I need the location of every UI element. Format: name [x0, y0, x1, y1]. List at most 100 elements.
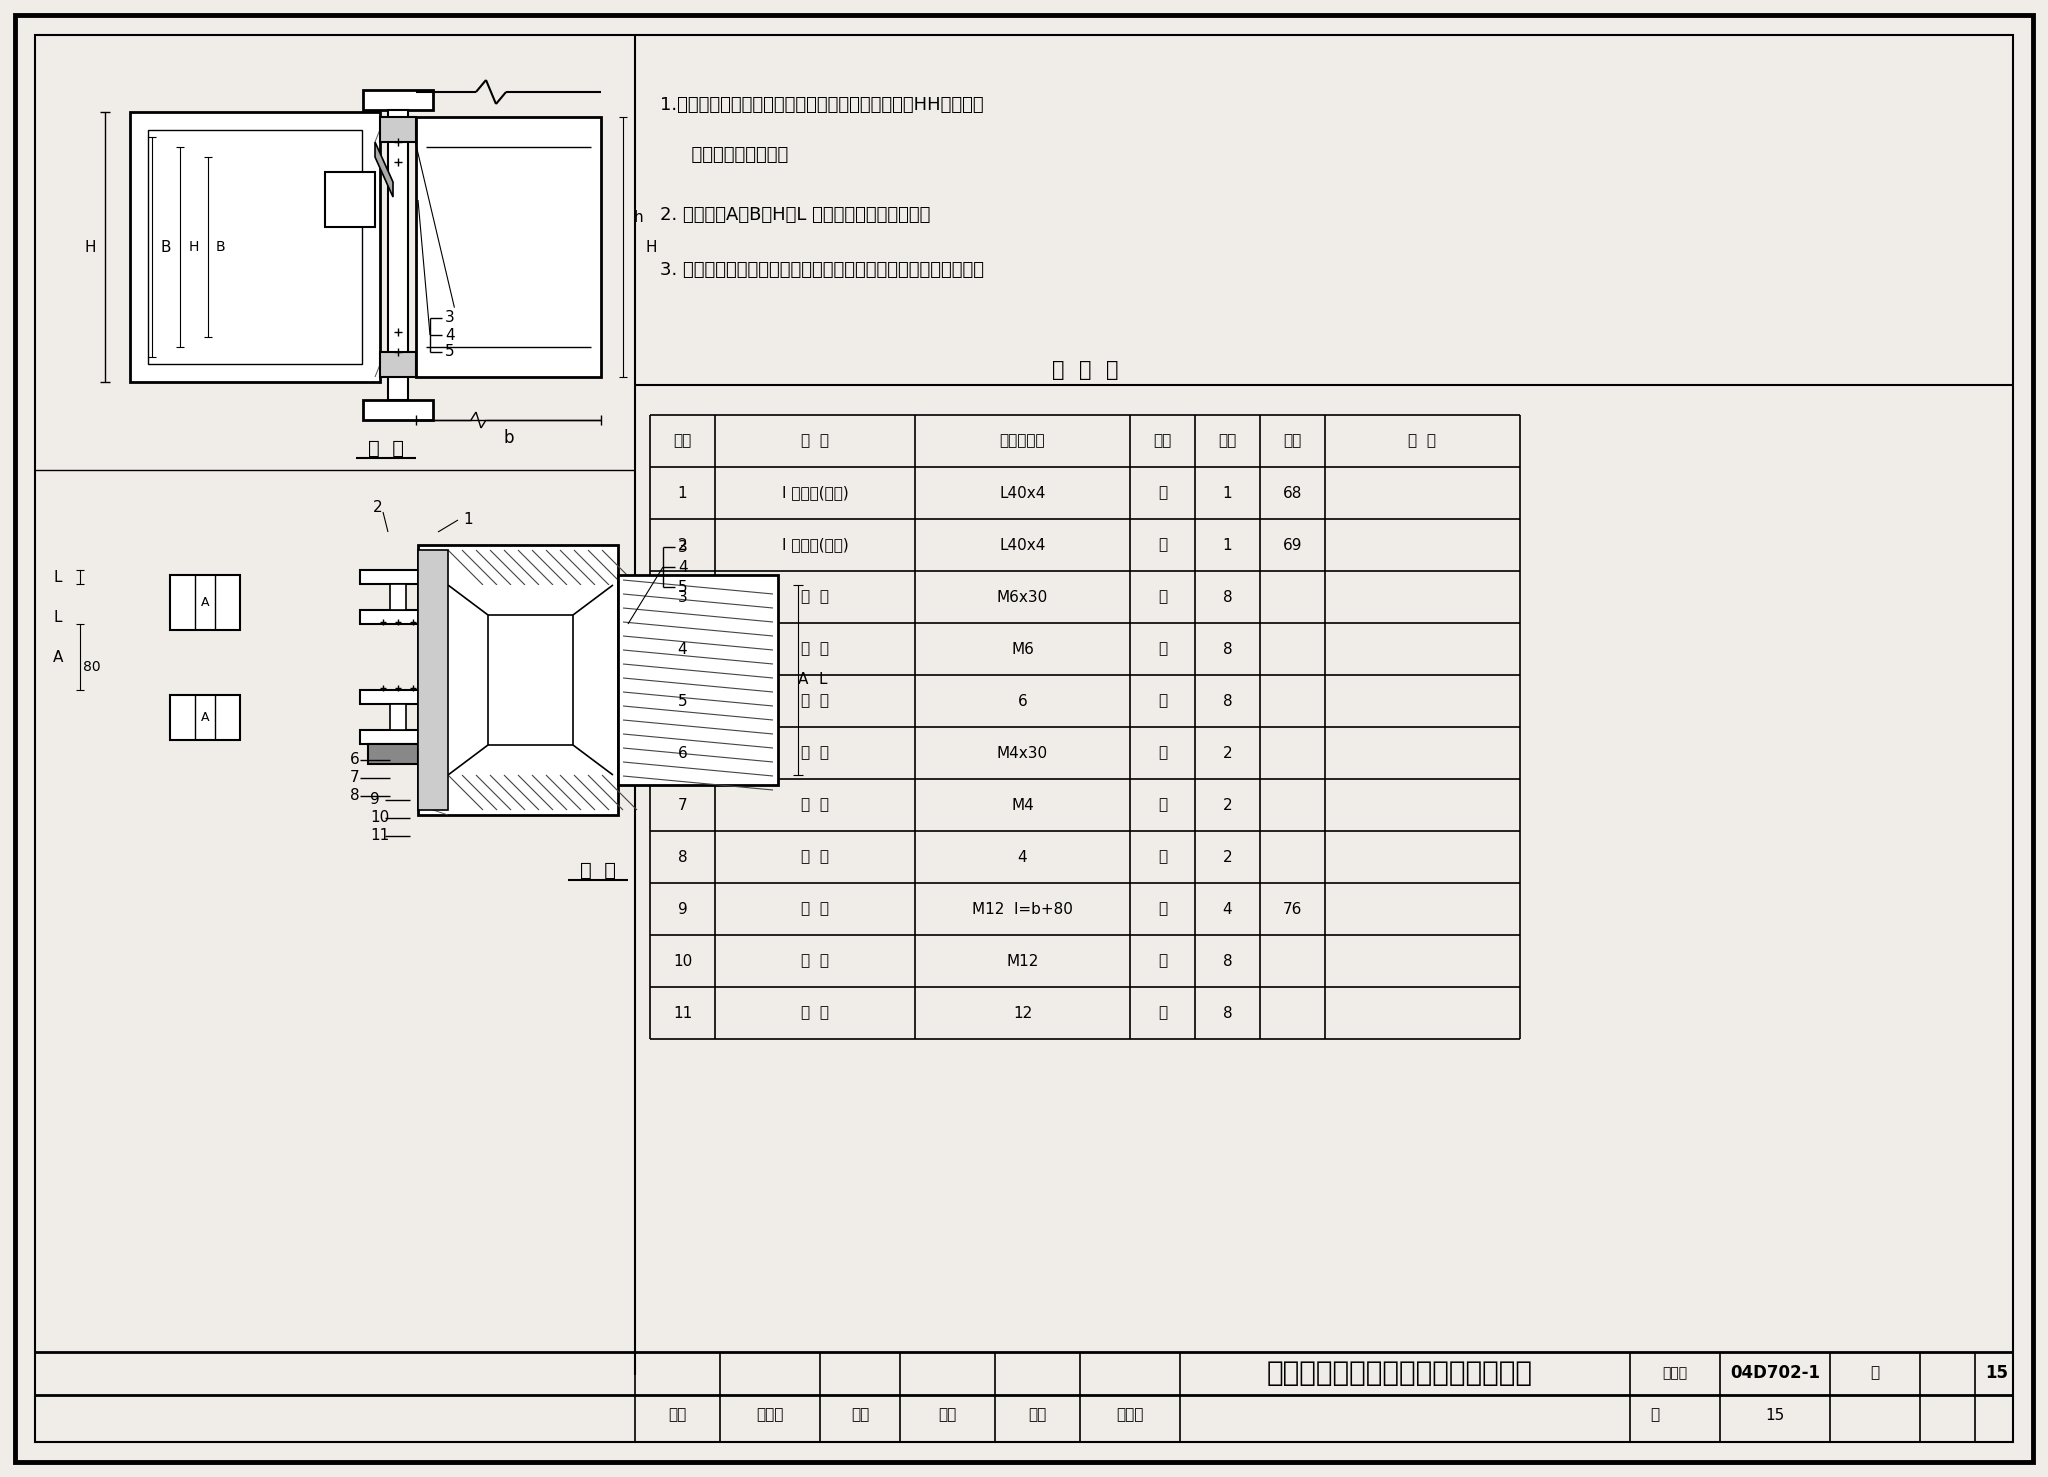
- Text: 1: 1: [1223, 538, 1233, 552]
- Bar: [326, 171, 375, 227]
- Bar: [389, 583, 406, 610]
- Text: 6: 6: [1018, 694, 1028, 709]
- Text: 8: 8: [1223, 641, 1233, 656]
- Bar: [362, 90, 432, 109]
- Text: 螺  栅: 螺 栅: [801, 589, 829, 604]
- Text: 笼著: 笼著: [938, 1408, 956, 1422]
- Text: 页: 页: [1651, 1408, 1659, 1422]
- Text: 螺  栅: 螺 栅: [801, 901, 829, 917]
- Bar: [170, 575, 240, 631]
- Text: M12  l=b+80: M12 l=b+80: [973, 901, 1073, 917]
- Text: 衣建全: 衣建全: [1116, 1408, 1143, 1422]
- Bar: [147, 130, 362, 363]
- Text: 页次: 页次: [1284, 434, 1303, 449]
- Text: A: A: [799, 672, 809, 687]
- Text: 5: 5: [444, 344, 455, 359]
- Text: L40x4: L40x4: [999, 486, 1047, 501]
- Text: M4x30: M4x30: [997, 746, 1049, 761]
- Text: 审核: 审核: [668, 1408, 686, 1422]
- Bar: [170, 696, 240, 740]
- Text: 8: 8: [1223, 589, 1233, 604]
- Text: M6x30: M6x30: [997, 589, 1049, 604]
- Text: 个: 个: [1157, 954, 1167, 969]
- Bar: [387, 109, 408, 400]
- Text: 编号: 编号: [674, 434, 692, 449]
- Text: 2. 图中尺寸A、B、H、L 见附录或设备产品样本。: 2. 图中尺寸A、B、H、L 见附录或设备产品样本。: [659, 205, 930, 225]
- Text: I 型支架(多台): I 型支架(多台): [782, 538, 848, 552]
- Bar: [129, 112, 381, 383]
- Text: 8: 8: [678, 849, 688, 864]
- Text: 80: 80: [84, 660, 100, 674]
- Text: 螺  母: 螺 母: [801, 798, 829, 812]
- Text: 开关及按鈕等安装。: 开关及按鈕等安装。: [680, 146, 788, 164]
- Text: 个: 个: [1157, 746, 1167, 761]
- Text: 材  料  表: 材 料 表: [1053, 360, 1118, 380]
- Text: A: A: [201, 710, 209, 724]
- Text: 8: 8: [1223, 1006, 1233, 1021]
- Text: M4: M4: [1012, 798, 1034, 812]
- Text: 页: 页: [1870, 1366, 1880, 1381]
- Text: 2: 2: [1223, 798, 1233, 812]
- Bar: [389, 705, 406, 730]
- Text: 个: 个: [1157, 538, 1167, 552]
- Text: 3: 3: [444, 310, 455, 325]
- Text: B: B: [160, 239, 172, 254]
- Text: 4: 4: [444, 328, 455, 343]
- Text: 7: 7: [350, 771, 360, 786]
- Text: L: L: [53, 570, 61, 585]
- Text: 配电设备在工字柱上用抱简支架安装: 配电设备在工字柱上用抱简支架安装: [1268, 1359, 1534, 1387]
- Text: 型号及规格: 型号及规格: [999, 434, 1044, 449]
- Text: 个: 个: [1157, 589, 1167, 604]
- Text: 2: 2: [1223, 746, 1233, 761]
- Bar: [360, 610, 436, 623]
- Text: 个: 个: [1157, 849, 1167, 864]
- Text: 4: 4: [1223, 901, 1233, 917]
- Bar: [449, 585, 612, 775]
- Bar: [418, 545, 618, 815]
- Text: 2: 2: [373, 499, 383, 514]
- Text: 数量: 数量: [1219, 434, 1237, 449]
- Text: 7: 7: [678, 798, 688, 812]
- Text: 1: 1: [1223, 486, 1233, 501]
- Text: 个: 个: [1157, 798, 1167, 812]
- Text: 螺  栅: 螺 栅: [801, 746, 829, 761]
- Text: 个: 个: [1157, 486, 1167, 501]
- Text: 4: 4: [1018, 849, 1028, 864]
- Text: b: b: [504, 428, 514, 448]
- Text: B: B: [215, 239, 225, 254]
- Text: 10: 10: [371, 811, 389, 826]
- Text: 单位: 单位: [1153, 434, 1171, 449]
- Text: 备  注: 备 注: [1409, 434, 1436, 449]
- Text: 螺  母: 螺 母: [801, 641, 829, 656]
- Text: 6: 6: [678, 746, 688, 761]
- Text: 1: 1: [678, 486, 688, 501]
- Polygon shape: [381, 352, 416, 377]
- Text: 立  面: 立 面: [367, 439, 403, 458]
- Text: 5: 5: [678, 694, 688, 709]
- Bar: [360, 690, 436, 705]
- Polygon shape: [375, 142, 393, 196]
- Text: 3: 3: [678, 539, 688, 554]
- Text: 12: 12: [1014, 1006, 1032, 1021]
- Text: A: A: [201, 597, 209, 609]
- Text: L40x4: L40x4: [999, 538, 1047, 552]
- Text: 15: 15: [1765, 1408, 1784, 1422]
- Text: H: H: [645, 239, 657, 254]
- Text: 李运昌: 李运昌: [756, 1408, 784, 1422]
- Bar: [362, 400, 432, 419]
- Bar: [369, 744, 418, 764]
- Bar: [416, 117, 600, 377]
- Text: 校对: 校对: [850, 1408, 868, 1422]
- Text: 个: 个: [1157, 1006, 1167, 1021]
- Text: H: H: [84, 239, 96, 254]
- Text: 个: 个: [1157, 641, 1167, 656]
- Text: 8: 8: [350, 789, 360, 803]
- Text: 平  面: 平 面: [580, 861, 616, 879]
- Text: L: L: [53, 610, 61, 625]
- Text: 2: 2: [678, 538, 688, 552]
- Polygon shape: [418, 549, 449, 809]
- Text: A: A: [53, 650, 63, 665]
- Text: h: h: [633, 210, 643, 225]
- Text: 8: 8: [1223, 694, 1233, 709]
- Text: 螺  母: 螺 母: [801, 954, 829, 969]
